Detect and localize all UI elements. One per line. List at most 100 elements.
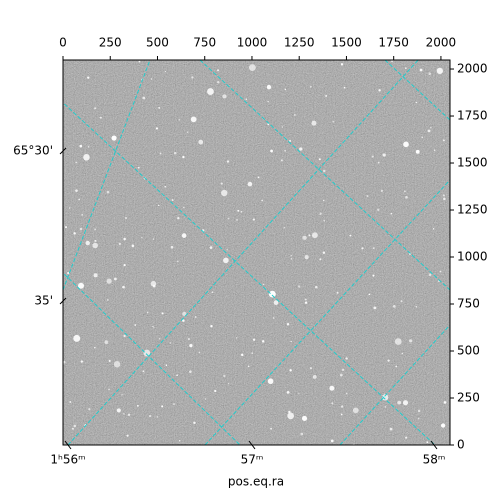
ra-tick [248,440,256,450]
star [182,206,185,209]
star [181,233,187,238]
star [94,346,96,349]
star [248,64,256,72]
star [323,219,326,222]
star [153,327,155,329]
star [409,339,413,343]
star [340,405,344,408]
star [361,247,364,250]
star [169,342,172,344]
star [405,436,408,439]
star [273,300,279,305]
star [67,272,70,275]
star [158,204,160,207]
star [108,359,111,362]
x-tick-label: 0 [59,36,67,50]
ra-tick [430,440,438,450]
star [287,412,295,420]
star [345,392,348,395]
dec-label: 35' [34,294,53,308]
star [161,405,164,408]
star [319,212,322,215]
star [366,195,369,198]
star [118,242,121,246]
star [179,439,181,442]
star [397,400,402,405]
star [323,169,326,173]
star [415,305,418,308]
star [284,88,287,91]
star [273,317,275,319]
star [75,161,78,164]
star [106,278,112,284]
star [182,319,185,322]
star [142,370,145,373]
star [143,349,151,357]
dec-tick [59,297,67,305]
star [280,159,283,162]
star [226,160,230,163]
star [390,212,393,215]
star [164,185,167,188]
star [148,414,152,418]
star [325,94,328,97]
star [432,228,435,230]
star [191,76,194,79]
star [127,413,131,416]
star [371,155,374,158]
star [390,60,394,63]
star [94,239,97,242]
star [421,136,424,139]
star [430,127,432,129]
star [156,416,159,418]
star [121,394,123,396]
grid-line [204,179,450,445]
star [79,227,83,231]
x-tick-label: 1000 [237,36,268,50]
star [266,84,272,90]
star [384,406,387,408]
star [345,357,348,360]
star [318,158,321,161]
star [405,195,408,199]
star [288,139,292,143]
star [107,299,109,301]
star [194,316,197,318]
star [83,154,90,161]
y-tick-label: 1750 [457,109,488,123]
star [150,78,153,80]
star [288,410,291,414]
star [93,273,98,278]
star [372,274,375,277]
star [377,161,380,164]
ra-label: 1ʰ56ᵐ [50,453,85,467]
star [73,232,76,235]
star [308,234,311,237]
star [311,232,318,239]
star [158,106,161,109]
star [322,251,326,254]
star [138,60,141,63]
star [417,409,421,413]
star [281,126,284,128]
star [222,94,227,99]
star [261,199,264,202]
star [442,194,445,197]
y-tick-label: 1000 [457,250,488,264]
star [268,290,276,298]
star [63,360,66,364]
star [284,149,286,152]
star [204,398,207,400]
star [392,305,396,308]
star [155,127,158,130]
x-tick-label: 250 [99,36,122,50]
dec-label: 65°30' [13,144,53,158]
star [247,365,250,368]
star [240,210,243,213]
star [116,408,121,413]
star [152,238,155,240]
star [298,393,300,395]
star [415,149,420,154]
star [373,306,377,310]
star [372,247,375,249]
